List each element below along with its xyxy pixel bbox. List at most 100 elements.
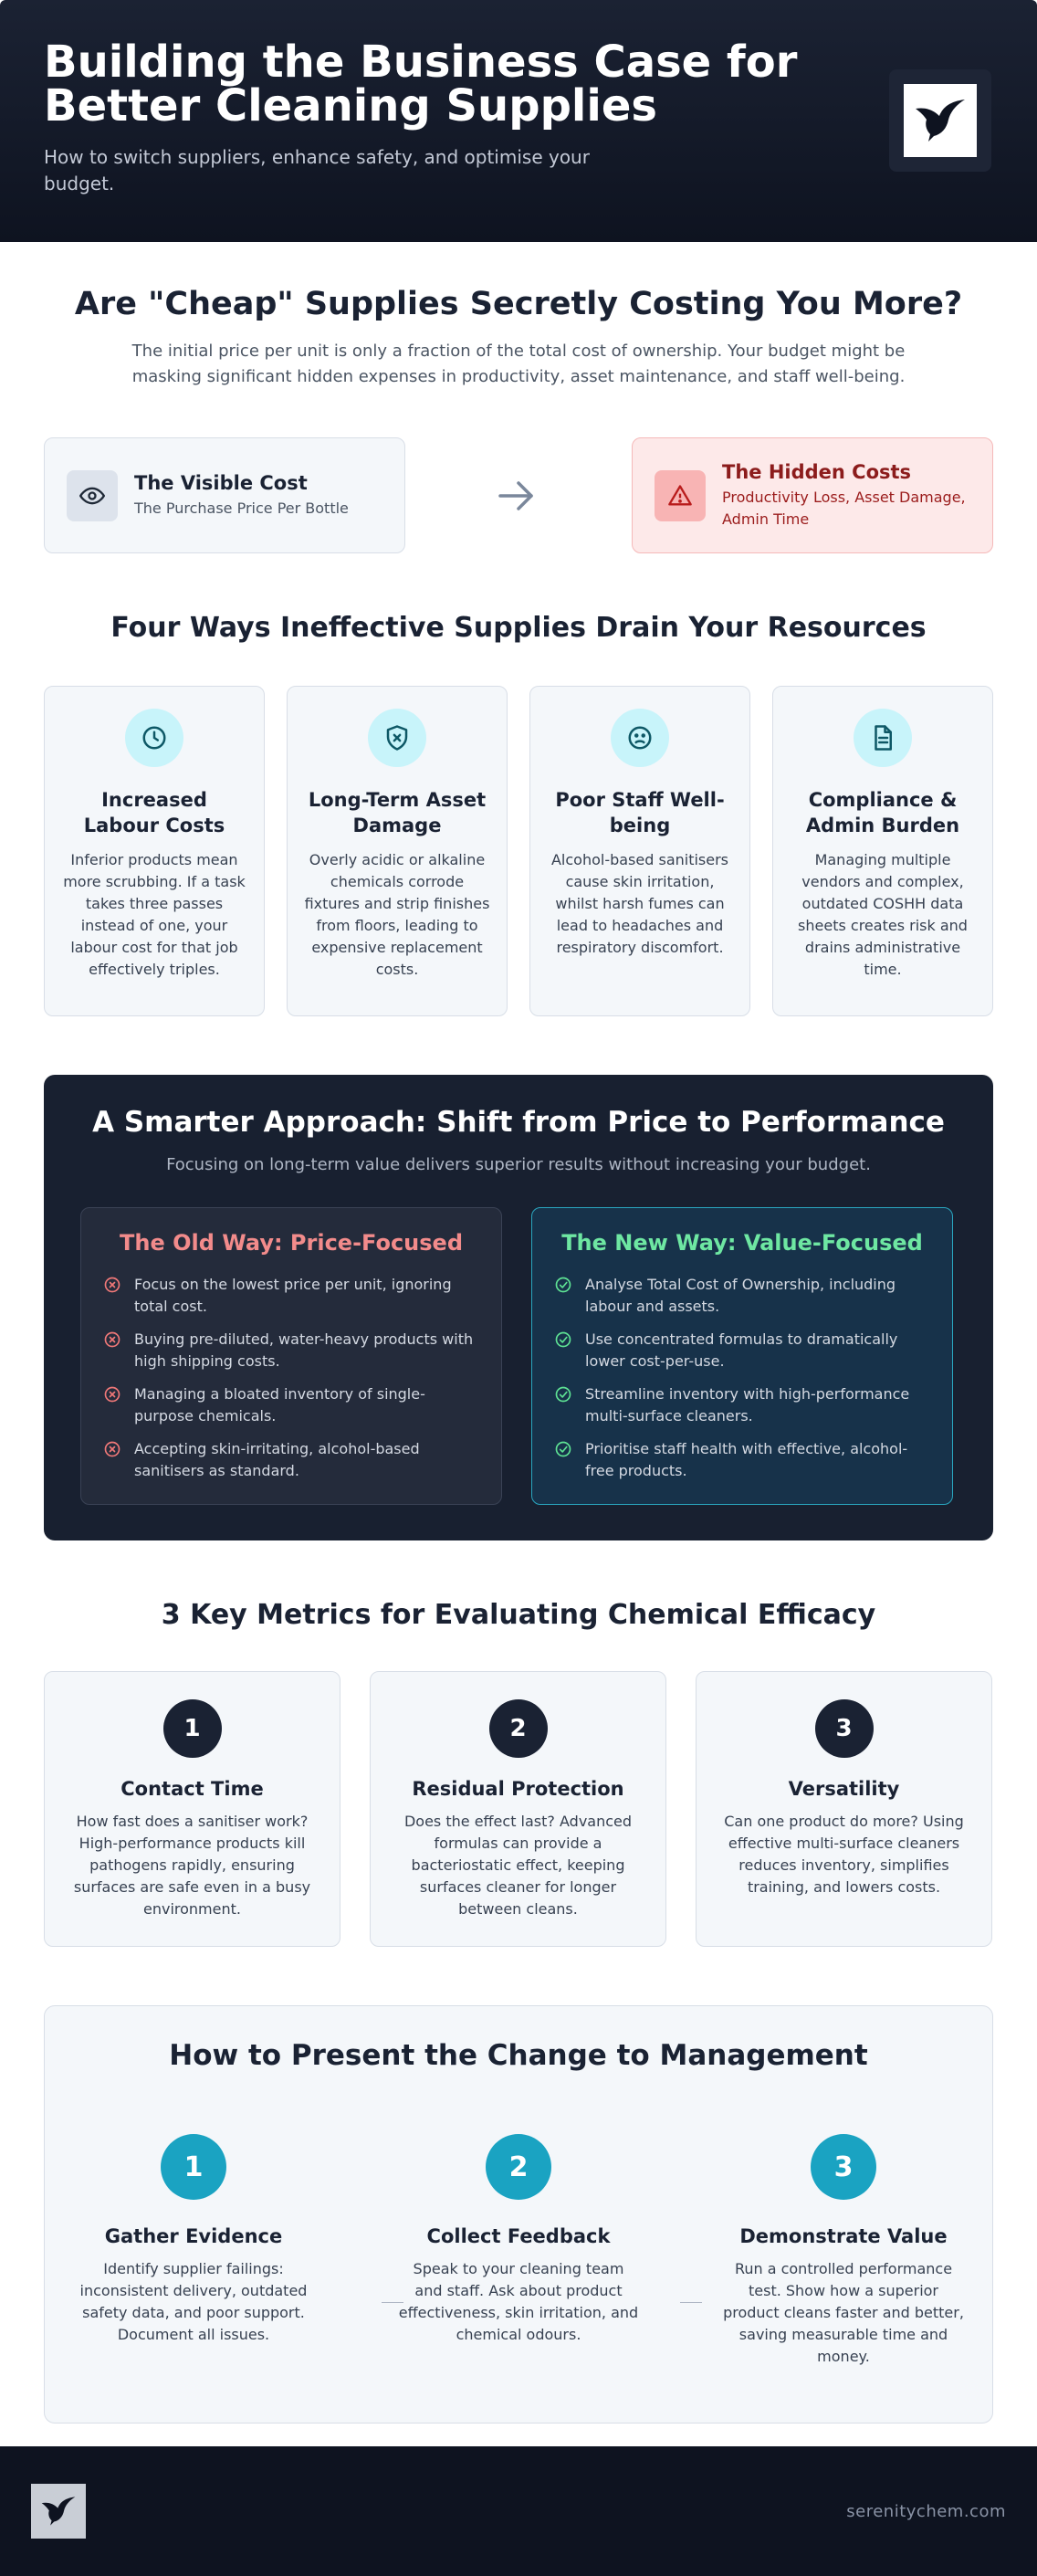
metric-card: 1 Contact Time How fast does a sanitiser… bbox=[44, 1671, 340, 1947]
brand-logo bbox=[889, 69, 991, 172]
check-circle-icon bbox=[554, 1440, 574, 1482]
metric-title: Contact Time bbox=[120, 1778, 264, 1800]
document-icon bbox=[854, 709, 912, 767]
present-to-management-panel: How to Present the Change to Management … bbox=[44, 2005, 993, 2424]
website-link[interactable]: serenitychem.com bbox=[846, 2501, 1006, 2521]
metric-number-badge: 3 bbox=[814, 1699, 874, 1758]
drain-card-text: Managing multiple vendors and complex, o… bbox=[798, 851, 968, 978]
drain-card: Long-Term Asset Damage Overly acidic or … bbox=[287, 686, 508, 1016]
list-item: Accepting skin-irritating, alcohol-based… bbox=[103, 1438, 479, 1482]
drain-card-title: Compliance & Admin Burden bbox=[805, 789, 960, 836]
shield-x-icon bbox=[368, 709, 426, 767]
drain-card-text: Inferior products mean more scrubbing. I… bbox=[63, 851, 246, 978]
metric-text: Does the effect last? Advanced formulas … bbox=[403, 1813, 633, 1918]
steps-row: 1 Gather Evidence Identify supplier fail… bbox=[72, 2134, 965, 2368]
check-circle-icon bbox=[554, 1276, 574, 1318]
metric-card: 2 Residual Protection Does the effect la… bbox=[370, 1671, 666, 1947]
new-way-item-text: Prioritise staff health with effective, … bbox=[585, 1440, 908, 1479]
metric-card: 3 Versatility Can one product do more? U… bbox=[696, 1671, 992, 1947]
list-item: Buying pre-diluted, water-heavy products… bbox=[103, 1329, 479, 1372]
step-text: Speak to your cleaning team and staff. A… bbox=[398, 2260, 639, 2343]
list-item: Managing a bloated inventory of single-p… bbox=[103, 1383, 479, 1427]
frown-icon bbox=[611, 709, 669, 767]
list-item: Prioritise staff health with effective, … bbox=[554, 1438, 930, 1482]
new-way-title: The New Way: Value-Focused bbox=[561, 1230, 923, 1256]
x-circle-icon bbox=[103, 1440, 123, 1482]
smarter-approach-panel: A Smarter Approach: Shift from Price to … bbox=[44, 1075, 993, 1540]
metric-number-badge: 2 bbox=[488, 1699, 548, 1758]
section-lead: The initial price per unit is only a fra… bbox=[131, 342, 906, 386]
hidden-cost-card: The Hidden Costs Productivity Loss, Asse… bbox=[632, 437, 993, 553]
step-number-badge: 1 bbox=[161, 2134, 226, 2200]
old-way-title: The Old Way: Price-Focused bbox=[119, 1230, 463, 1256]
section-title-present: How to Present the Change to Management bbox=[169, 2039, 868, 2072]
page-footer: serenitychem.com bbox=[0, 2446, 1037, 2576]
step-title: Demonstrate Value bbox=[739, 2225, 948, 2247]
new-way-item-text: Use concentrated formulas to dramaticall… bbox=[585, 1330, 898, 1370]
step-card: 1 Gather Evidence Identify supplier fail… bbox=[72, 2134, 315, 2368]
ways-comparison: The Old Way: Price-Focused Focus on the … bbox=[80, 1207, 957, 1505]
drain-card-text: Alcohol-based sanitisers cause skin irri… bbox=[550, 851, 729, 956]
metric-number-badge: 1 bbox=[162, 1699, 222, 1758]
warning-icon bbox=[655, 469, 706, 521]
page-subtitle: How to switch suppliers, enhance safety,… bbox=[44, 146, 590, 195]
metric-text: How fast does a sanitiser work? High-per… bbox=[73, 1813, 311, 1918]
drain-card-title: Poor Staff Well-being bbox=[555, 789, 725, 836]
drain-card-title: Increased Labour Costs bbox=[83, 789, 225, 836]
smarter-subtitle: Focusing on long-term value delivers sup… bbox=[166, 1155, 871, 1174]
eye-icon bbox=[67, 469, 118, 521]
list-item: Streamline inventory with high-performan… bbox=[554, 1383, 930, 1427]
bird-icon bbox=[916, 100, 965, 142]
old-way-item-text: Managing a bloated inventory of single-p… bbox=[134, 1385, 425, 1425]
new-way-item-text: Analyse Total Cost of Ownership, includi… bbox=[585, 1276, 896, 1315]
list-item: Use concentrated formulas to dramaticall… bbox=[554, 1329, 930, 1372]
hidden-cost-section: Are "Cheap" Supplies Secretly Costing Yo… bbox=[0, 286, 1037, 553]
hidden-cost-title: The Hidden Costs bbox=[722, 460, 912, 483]
old-way-card: The Old Way: Price-Focused Focus on the … bbox=[80, 1207, 502, 1505]
new-way-card: The New Way: Value-Focused Analyse Total… bbox=[531, 1207, 953, 1505]
metric-title: Versatility bbox=[788, 1778, 900, 1800]
list-item: Analyse Total Cost of Ownership, includi… bbox=[554, 1274, 930, 1318]
x-circle-icon bbox=[103, 1276, 123, 1318]
drain-card: Poor Staff Well-being Alcohol-based sani… bbox=[529, 686, 750, 1016]
bird-icon bbox=[41, 2497, 76, 2526]
drain-card-text: Overly acidic or alkaline chemicals corr… bbox=[304, 851, 490, 978]
section-title-metrics: 3 Key Metrics for Evaluating Chemical Ef… bbox=[161, 1599, 876, 1631]
check-circle-icon bbox=[554, 1385, 574, 1427]
new-way-list: Analyse Total Cost of Ownership, includi… bbox=[554, 1274, 930, 1482]
list-item: Focus on the lowest price per unit, igno… bbox=[103, 1274, 479, 1318]
old-way-item-text: Focus on the lowest price per unit, igno… bbox=[134, 1276, 452, 1315]
arrow-right-icon bbox=[497, 479, 537, 516]
metric-title: Residual Protection bbox=[412, 1778, 624, 1800]
footer-logo bbox=[31, 2484, 86, 2539]
step-text: Run a controlled performance test. Show … bbox=[723, 2260, 964, 2365]
old-way-item-text: Accepting skin-irritating, alcohol-based… bbox=[134, 1440, 420, 1479]
section-title-four-ways: Four Ways Ineffective Supplies Drain You… bbox=[110, 612, 927, 644]
visible-cost-title: The Visible Cost bbox=[134, 471, 308, 494]
hidden-cost-text: The Hidden Costs Productivity Loss, Asse… bbox=[722, 461, 970, 531]
step-card: 3 Demonstrate Value Run a controlled per… bbox=[722, 2134, 965, 2368]
new-way-item-text: Streamline inventory with high-performan… bbox=[585, 1385, 910, 1425]
hidden-cost-desc: Productivity Loss, Asset Damage, Admin T… bbox=[722, 488, 966, 528]
step-text: Identify supplier failings: inconsistent… bbox=[79, 2260, 308, 2343]
cost-comparison: The Visible Cost The Purchase Price Per … bbox=[44, 437, 993, 553]
logo-frame bbox=[904, 84, 977, 157]
step-connector bbox=[680, 2302, 702, 2303]
step-title: Gather Evidence bbox=[104, 2225, 283, 2247]
visible-cost-text: The Visible Cost The Purchase Price Per … bbox=[134, 472, 349, 520]
check-circle-icon bbox=[554, 1330, 574, 1372]
drain-card: Increased Labour Costs Inferior products… bbox=[44, 686, 265, 1016]
old-way-item-text: Buying pre-diluted, water-heavy products… bbox=[134, 1330, 474, 1370]
section-title-cheap: Are "Cheap" Supplies Secretly Costing Yo… bbox=[74, 286, 963, 322]
metrics-grid: 1 Contact Time How fast does a sanitiser… bbox=[44, 1671, 993, 1947]
drain-card: Compliance & Admin Burden Managing multi… bbox=[772, 686, 993, 1016]
step-card: 2 Collect Feedback Speak to your cleanin… bbox=[397, 2134, 640, 2368]
smarter-title: A Smarter Approach: Shift from Price to … bbox=[92, 1106, 945, 1139]
x-circle-icon bbox=[103, 1385, 123, 1427]
step-title: Collect Feedback bbox=[426, 2225, 611, 2247]
step-number-badge: 3 bbox=[811, 2134, 876, 2200]
four-ways-grid: Increased Labour Costs Inferior products… bbox=[44, 686, 993, 1016]
x-circle-icon bbox=[103, 1330, 123, 1372]
metric-text: Can one product do more? Using effective… bbox=[724, 1813, 964, 1896]
